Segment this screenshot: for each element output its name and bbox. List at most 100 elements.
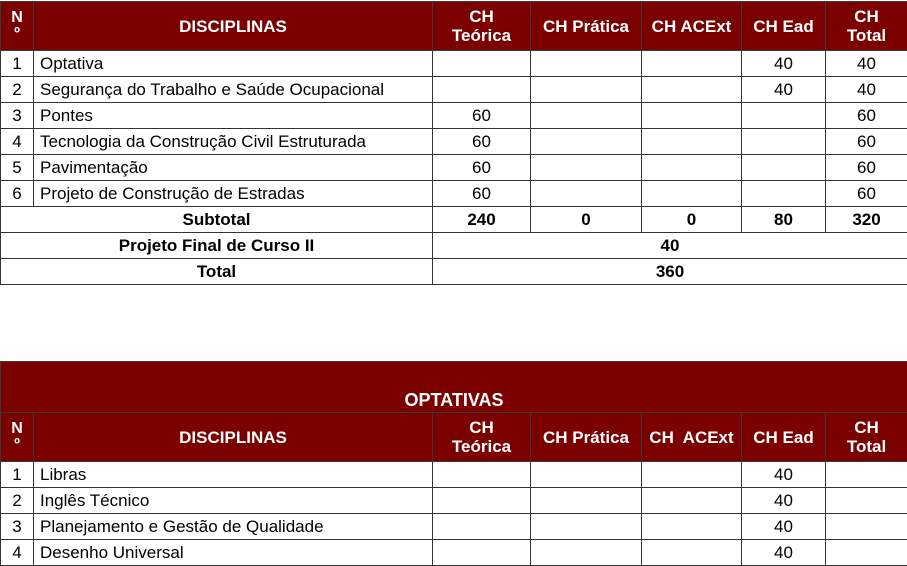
ch-teorica: 60: [433, 181, 531, 207]
ch-teorica: [433, 514, 531, 540]
ch-acext: [642, 514, 742, 540]
ch-total: [826, 540, 907, 566]
subtotal-label: Subtotal: [1, 207, 433, 233]
ch-pratica: [531, 103, 642, 129]
ch-total: 60: [826, 103, 907, 129]
header-disciplinas: DISCIPLINAS: [34, 413, 433, 462]
ch-total: 60: [826, 129, 907, 155]
optativas-title: OPTATIVAS: [1, 362, 907, 413]
subtotal-teorica: 240: [433, 207, 531, 233]
discipline-name: Pontes: [34, 103, 433, 129]
ch-acext: [642, 129, 742, 155]
total-row: Total 360: [1, 259, 907, 285]
ch-ead: 40: [742, 540, 826, 566]
ch-pratica: [531, 462, 642, 488]
row-number: 1: [1, 51, 34, 77]
ch-pratica: [531, 129, 642, 155]
ch-total: 60: [826, 155, 907, 181]
ch-total: [826, 462, 907, 488]
discipline-name: Planejamento e Gestão de Qualidade: [34, 514, 433, 540]
ch-teorica: [433, 77, 531, 103]
ch-ead: 40: [742, 514, 826, 540]
ch-pratica: [531, 181, 642, 207]
ch-total: 60: [826, 181, 907, 207]
subtotal-ead: 80: [742, 207, 826, 233]
row-number: 4: [1, 129, 34, 155]
header-disciplinas: DISCIPLINAS: [34, 2, 433, 51]
discipline-name: Libras: [34, 462, 433, 488]
discipline-name: Segurança do Trabalho e Saúde Ocupaciona…: [34, 77, 433, 103]
header-ch-acext: CH ACExt: [642, 2, 742, 51]
discipline-name: Desenho Universal: [34, 540, 433, 566]
ch-teorica: [433, 51, 531, 77]
header-ch-acext: CH ACExt: [642, 413, 742, 462]
ch-acext: [642, 77, 742, 103]
ch-acext: [642, 103, 742, 129]
row-number: 2: [1, 488, 34, 514]
ch-ead: 40: [742, 462, 826, 488]
ch-pratica: [531, 540, 642, 566]
ch-pratica: [531, 77, 642, 103]
ch-total: [826, 514, 907, 540]
subtotal-pratica: 0: [531, 207, 642, 233]
ch-teorica: [433, 540, 531, 566]
discipline-name: Tecnologia da Construção Civil Estrutura…: [34, 129, 433, 155]
total-label: Total: [1, 259, 433, 285]
title-row: OPTATIVAS: [1, 362, 907, 413]
ch-acext: [642, 488, 742, 514]
header-ch-ead: CH Ead: [742, 2, 826, 51]
pfc-value: 40: [433, 233, 907, 259]
ch-acext: [642, 51, 742, 77]
subtotal-total: 320: [826, 207, 907, 233]
ch-ead: [742, 181, 826, 207]
header-ch-pratica: CH Prática: [531, 413, 642, 462]
ch-teorica: [433, 488, 531, 514]
ch-ead: [742, 103, 826, 129]
ch-total: [826, 488, 907, 514]
subtotal-row: Subtotal 240 0 0 80 320: [1, 207, 907, 233]
row-number: 2: [1, 77, 34, 103]
row-number: 3: [1, 514, 34, 540]
row-number: 5: [1, 155, 34, 181]
ch-teorica: 60: [433, 103, 531, 129]
ch-teorica: [433, 462, 531, 488]
ch-pratica: [531, 488, 642, 514]
ch-acext: [642, 462, 742, 488]
discipline-name: Inglês Técnico: [34, 488, 433, 514]
ch-ead: 40: [742, 77, 826, 103]
ch-acext: [642, 181, 742, 207]
ch-teorica: 60: [433, 129, 531, 155]
ch-pratica: [531, 51, 642, 77]
ch-pratica: [531, 155, 642, 181]
ch-ead: 40: [742, 488, 826, 514]
row-number: 3: [1, 103, 34, 129]
discipline-name: Pavimentação: [34, 155, 433, 181]
ch-pratica: [531, 514, 642, 540]
row-number: 6: [1, 181, 34, 207]
ch-ead: 40: [742, 51, 826, 77]
discipline-name: Optativa: [34, 51, 433, 77]
row-number: 4: [1, 540, 34, 566]
ch-teorica: 60: [433, 155, 531, 181]
ch-acext: [642, 540, 742, 566]
ch-total: 40: [826, 51, 907, 77]
header-ch-ead: CH Ead: [742, 413, 826, 462]
ch-acext: [642, 155, 742, 181]
